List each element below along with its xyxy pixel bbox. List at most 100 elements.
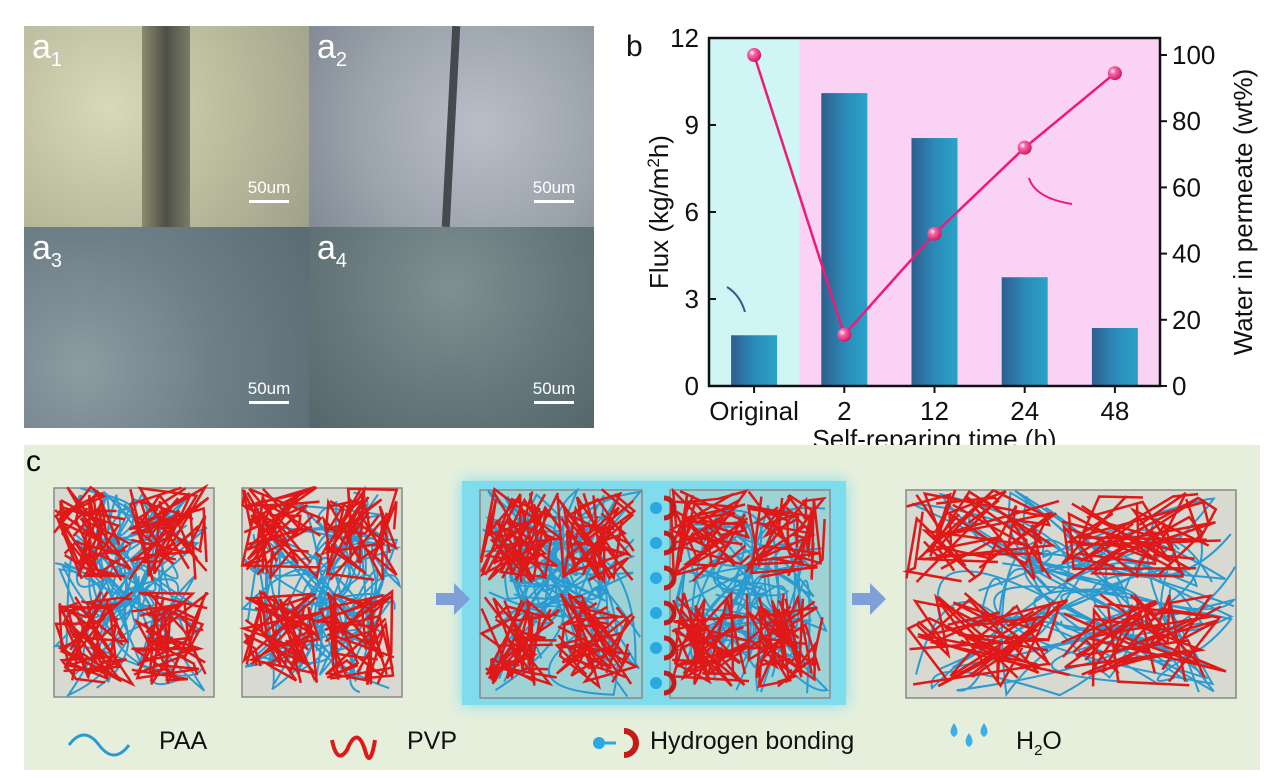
pvp-chain	[139, 600, 207, 675]
y2-tick-label: 20	[1172, 305, 1201, 335]
pvp-chain	[557, 634, 626, 679]
y2-axis-title: Water in permeate (wt%)	[1228, 69, 1258, 356]
x-axis-title: Self-reparing time (h)	[812, 424, 1056, 445]
pvp-chain	[917, 633, 1001, 683]
pvp-chain	[340, 617, 385, 658]
pvp-chain	[54, 622, 109, 681]
pvp-chain	[584, 532, 630, 582]
pvp-chain	[938, 601, 1024, 688]
pvp-chain	[108, 603, 124, 661]
flux-bar	[1001, 277, 1048, 386]
pvp-chain	[137, 487, 187, 561]
hydrogen-bond-donor	[650, 642, 662, 654]
pvp-chain	[791, 496, 827, 541]
micrograph-a2: a2 50um	[309, 26, 594, 227]
pvp-chain	[744, 494, 808, 573]
bg-region-original	[709, 38, 800, 386]
pvp-chain	[563, 497, 635, 552]
x-tick-label: 48	[1100, 396, 1129, 426]
pvp-chain	[244, 485, 316, 513]
water-point	[927, 226, 942, 241]
pvp-chain	[706, 598, 751, 678]
micrograph-a1: a1 50um	[24, 26, 309, 227]
pvp-chain	[1061, 500, 1175, 552]
pvp-chain	[752, 506, 816, 558]
pvp-chain	[921, 528, 1036, 579]
pvp-chain	[923, 503, 1045, 557]
pvp-chain	[59, 500, 98, 577]
pvp-chain	[571, 597, 591, 670]
pvp-chain	[59, 655, 118, 684]
pvp-chain	[745, 593, 816, 650]
hydrogen-bond-acceptor	[663, 530, 677, 556]
pvp-chain	[273, 486, 318, 537]
arrow-right-icon	[852, 583, 886, 615]
y2-tick-label: 40	[1172, 239, 1201, 269]
pvp-chain	[326, 622, 360, 679]
pvp-chain	[320, 543, 367, 575]
pvp-chain	[70, 604, 108, 681]
pvp-chain	[556, 495, 581, 578]
pvp-chain	[605, 606, 631, 674]
pvp-chain	[682, 513, 749, 568]
y-tick-label: 3	[685, 284, 699, 314]
hydrogen-bond-donor	[650, 607, 662, 619]
hydrogen-bond-acceptor	[663, 600, 677, 626]
pvp-chain	[554, 636, 594, 676]
pvp-chain	[172, 514, 199, 559]
arrow-right-icon	[436, 583, 470, 615]
y-tick-label: 12	[670, 23, 699, 53]
legend-hbond-label: Hydrogen bonding	[650, 727, 855, 755]
pvp-chain	[681, 515, 751, 563]
water-point	[1107, 66, 1122, 81]
pvp-chain	[745, 593, 821, 672]
pvp-chain	[681, 503, 751, 566]
pvp-chain	[246, 491, 274, 573]
pvp-chain	[145, 591, 209, 676]
pvp-chain	[579, 491, 623, 569]
flux-bar	[821, 93, 868, 386]
scale-bar: 50um	[234, 178, 304, 203]
pvp-chain	[1079, 496, 1200, 570]
pvp-chain	[138, 591, 208, 620]
legend-paa-label: PAA	[159, 727, 208, 755]
left-axis-arrow	[726, 286, 746, 313]
pvp-chain	[683, 503, 746, 544]
flux-bar	[731, 335, 778, 386]
y-axis-title: Flux (kg/m2h)	[644, 135, 674, 289]
pvp-chain	[66, 486, 132, 582]
pvp-chain	[679, 490, 748, 544]
pvp-chain	[753, 506, 816, 536]
panel-label: a4	[317, 229, 348, 272]
pvp-chain	[761, 598, 803, 676]
y-tick-label: 9	[685, 110, 699, 140]
pvp-chain	[755, 544, 821, 562]
pvp-chain	[758, 606, 793, 674]
paa-chain	[90, 493, 199, 621]
pvp-chain	[587, 616, 630, 668]
pvp-chain	[810, 498, 823, 580]
self-healing-schematic: c PAA PVP Hydrogen bonding H2O	[24, 445, 1260, 770]
pvp-chain	[933, 512, 1058, 572]
pvp-chain	[678, 598, 706, 671]
pvp-chain	[937, 596, 1017, 678]
paa-chain	[719, 544, 811, 694]
pvp-chain	[570, 621, 619, 677]
y2-tick-label: 0	[1172, 371, 1186, 401]
hydrogen-bond-icon	[623, 728, 639, 758]
pvp-chain	[963, 592, 1052, 666]
flux-bar	[1091, 328, 1138, 386]
paa-chain	[969, 491, 1203, 650]
pvp-chain	[148, 593, 176, 681]
pvp-chain	[916, 593, 1019, 679]
pvp-chain	[1072, 638, 1120, 675]
pvp-chain	[1085, 601, 1227, 673]
pvp-chain	[747, 507, 800, 567]
pvp-chain	[1118, 624, 1207, 664]
hydrogen-bond-donor	[650, 537, 662, 549]
pvp-chain	[1075, 495, 1221, 547]
pvp-chain	[507, 617, 542, 681]
crack	[142, 26, 190, 227]
pvp-chain	[318, 594, 395, 659]
pvp-chain	[671, 625, 750, 683]
